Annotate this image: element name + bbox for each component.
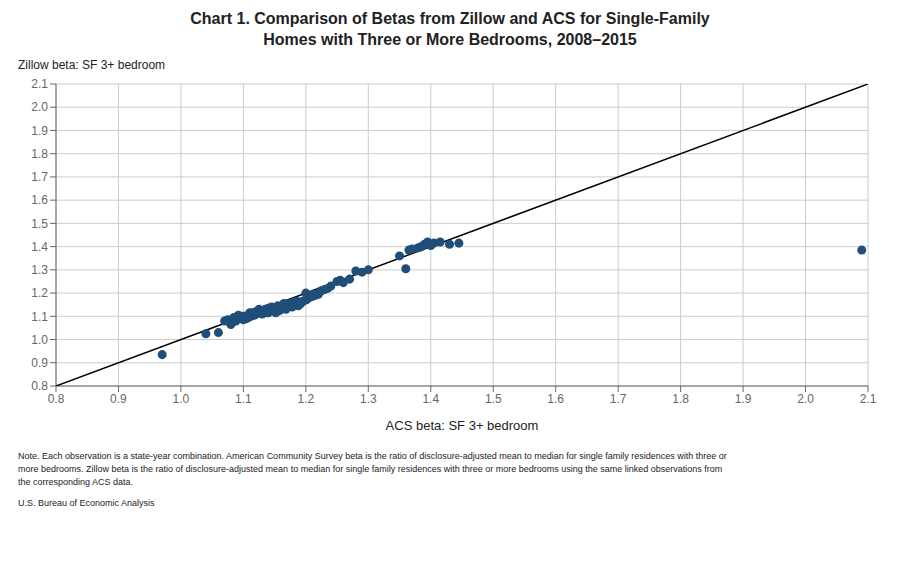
svg-text:1.4: 1.4 bbox=[422, 392, 439, 406]
svg-text:0.8: 0.8 bbox=[31, 379, 48, 393]
svg-text:2.0: 2.0 bbox=[31, 100, 48, 114]
svg-text:1.4: 1.4 bbox=[31, 240, 48, 254]
svg-text:1.0: 1.0 bbox=[173, 392, 190, 406]
html-text:Zillow beta: SF 3+ bedroom: Zillow beta: SF 3+ bedroom bbox=[18, 58, 166, 72]
svg-text:2.1: 2.1 bbox=[860, 392, 877, 406]
svg-text:1.1: 1.1 bbox=[31, 310, 48, 324]
svg-text:1.9: 1.9 bbox=[31, 124, 48, 138]
svg-text:1.6: 1.6 bbox=[547, 392, 564, 406]
svg-text:1.7: 1.7 bbox=[610, 392, 627, 406]
svg-text:1.0: 1.0 bbox=[31, 333, 48, 347]
html-text:Note. Each observation is a st: Note. Each observation is a state-year c… bbox=[18, 451, 727, 487]
svg-text:1.2: 1.2 bbox=[298, 392, 315, 406]
html-text:Chart 1. Comparison of Betas f: Chart 1. Comparison of Betas from Zillow… bbox=[190, 10, 710, 48]
svg-text:2.0: 2.0 bbox=[797, 392, 814, 406]
svg-text:0.9: 0.9 bbox=[110, 392, 127, 406]
svg-text:0.9: 0.9 bbox=[31, 356, 48, 370]
svg-text:2.1: 2.1 bbox=[31, 77, 48, 91]
svg-text:ACS beta: SF 3+ bedroom: ACS beta: SF 3+ bedroom bbox=[386, 418, 539, 433]
svg-text:1.3: 1.3 bbox=[360, 392, 377, 406]
svg-text:1.9: 1.9 bbox=[735, 392, 752, 406]
html-text:U.S. Bureau of Economic Analys: U.S. Bureau of Economic Analysis bbox=[18, 498, 155, 508]
svg-text:1.6: 1.6 bbox=[31, 193, 48, 207]
svg-text:1.2: 1.2 bbox=[31, 286, 48, 300]
svg-text:1.7: 1.7 bbox=[31, 170, 48, 184]
svg-text:1.8: 1.8 bbox=[31, 147, 48, 161]
svg-text:1.8: 1.8 bbox=[672, 392, 689, 406]
svg-text:1.5: 1.5 bbox=[31, 217, 48, 231]
svg-text:0.8: 0.8 bbox=[48, 392, 65, 406]
svg-text:1.1: 1.1 bbox=[235, 392, 252, 406]
svg-text:1.3: 1.3 bbox=[31, 263, 48, 277]
svg-text:1.5: 1.5 bbox=[485, 392, 502, 406]
